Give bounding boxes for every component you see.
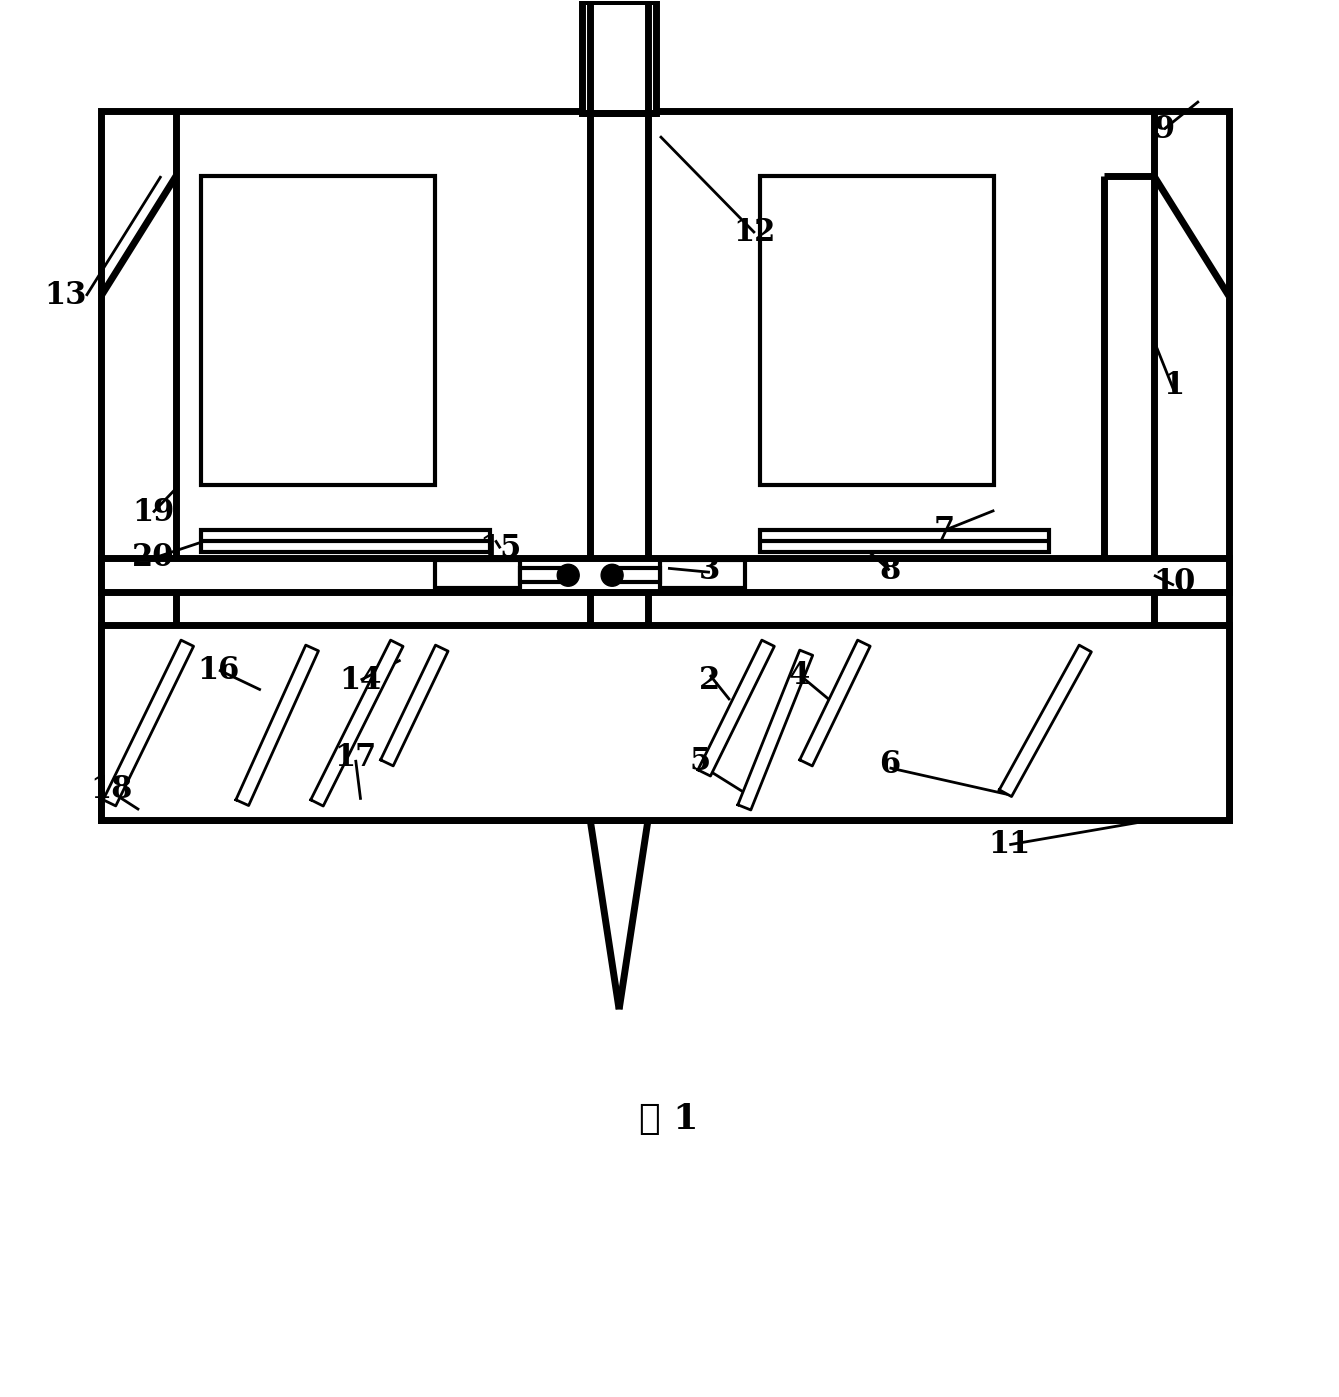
Bar [521, 569, 565, 583]
Text: 3: 3 [699, 555, 720, 585]
Polygon shape [380, 645, 449, 766]
Text: 2: 2 [699, 665, 720, 696]
Text: 14: 14 [340, 665, 382, 696]
Text: 8: 8 [878, 555, 900, 585]
Text: 10: 10 [1153, 567, 1196, 598]
Circle shape [557, 564, 580, 587]
Text: 17: 17 [335, 742, 376, 774]
Bar [759, 176, 995, 485]
Text: 12: 12 [734, 218, 777, 249]
Polygon shape [799, 640, 870, 766]
Text: 5: 5 [690, 746, 711, 777]
Bar [759, 531, 1050, 552]
Polygon shape [698, 640, 774, 775]
Text: 13: 13 [44, 281, 87, 312]
Text: 11: 11 [988, 830, 1031, 861]
Bar [102, 112, 1229, 820]
Bar [582, 1, 656, 113]
Text: 9: 9 [1153, 113, 1174, 145]
Text: 1: 1 [1164, 370, 1185, 401]
Bar [201, 176, 435, 485]
Text: 4: 4 [789, 659, 810, 690]
Bar [660, 560, 744, 588]
Text: 图 1: 图 1 [639, 1102, 699, 1136]
Bar [201, 531, 490, 552]
Polygon shape [999, 645, 1091, 796]
Bar [435, 560, 521, 588]
Text: 6: 6 [878, 749, 900, 781]
Circle shape [601, 564, 623, 587]
Text: 15: 15 [479, 532, 521, 564]
Text: 19: 19 [133, 497, 174, 528]
Bar [615, 569, 660, 583]
Polygon shape [236, 645, 319, 806]
Text: 7: 7 [933, 515, 955, 546]
Text: 16: 16 [198, 655, 240, 686]
Bar [102, 624, 1229, 820]
Polygon shape [311, 640, 403, 806]
Polygon shape [738, 650, 813, 810]
Polygon shape [103, 640, 194, 806]
Text: 18: 18 [90, 774, 133, 805]
Bar [102, 559, 1229, 592]
Text: 20: 20 [131, 542, 174, 573]
